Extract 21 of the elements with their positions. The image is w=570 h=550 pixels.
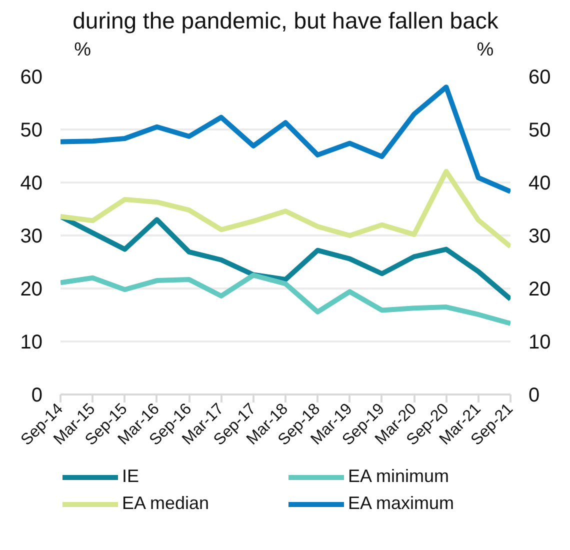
y-tick-label: 30 [20,226,43,248]
y-tick-label: 60 [20,66,43,88]
chart-title: during the pandemic, but have fallen back [72,8,499,34]
y2-tick-label: 0 [528,384,540,406]
y-tick-label: 40 [20,172,43,194]
legend-label: EA maximum [348,493,456,514]
legend-label: EA median [122,493,210,514]
legend-label: EA minimum [348,466,450,487]
y2-tick-label: 30 [528,226,551,248]
y2-tick-label: 20 [528,278,551,300]
y-tick-label: 0 [31,384,42,406]
y-tick-label: 10 [20,332,43,354]
y2-axis-title: % [476,40,494,60]
y2-tick-label: 60 [528,66,551,88]
y2-tick-label: 40 [528,172,551,194]
legend-label: IE [122,466,140,487]
y2-tick-label: 10 [528,332,551,354]
y-tick-label: 20 [20,278,43,300]
y-axis-title: % [74,40,92,60]
y2-tick-label: 50 [528,120,551,142]
y-tick-label: 50 [20,120,43,142]
